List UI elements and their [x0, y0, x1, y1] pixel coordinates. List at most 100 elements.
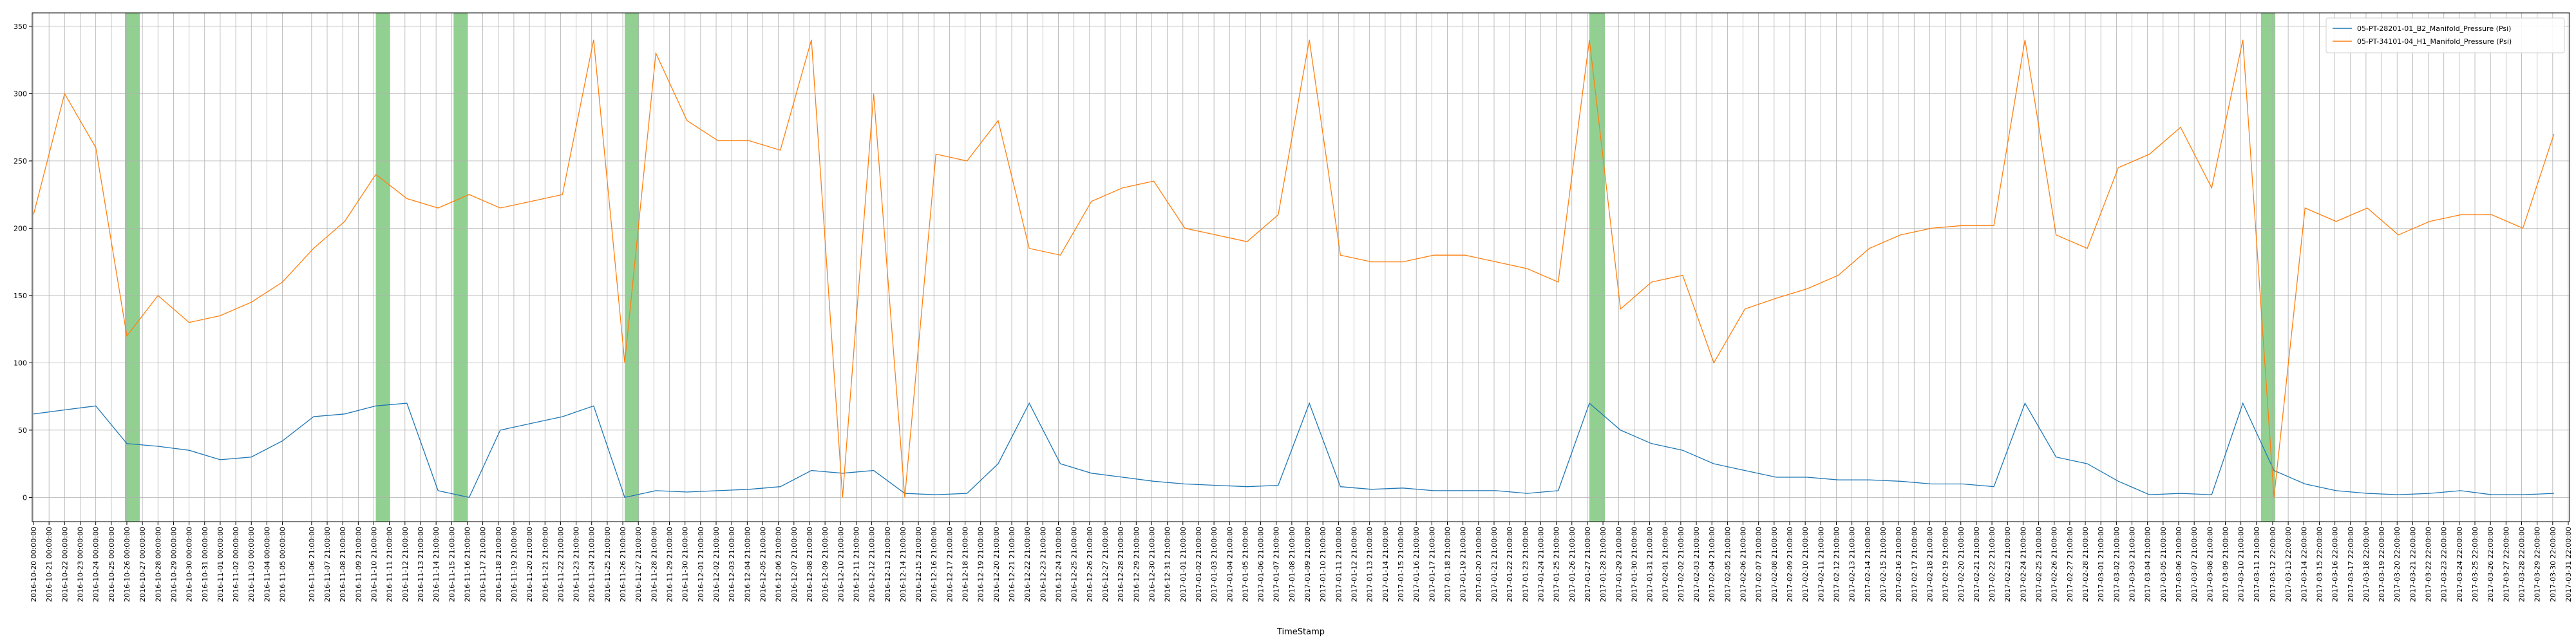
x-tick-label: 2017-03-10 21:00:00	[2237, 527, 2246, 602]
x-tick-label: 2016-12-26 21:00:00	[1086, 527, 1094, 602]
x-tick-label: 2017-01-02 21:00:00	[1195, 527, 1203, 602]
x-tick-label: 2017-03-09 21:00:00	[2221, 527, 2230, 602]
x-tick-label: 2016-11-12 21:00:00	[401, 527, 410, 602]
x-tick-label: 2016-12-16 21:00:00	[930, 527, 938, 602]
x-tick-label: 2017-01-21 21:00:00	[1490, 527, 1499, 602]
x-tick-label: 2017-03-07 21:00:00	[2190, 527, 2199, 602]
x-tick-label: 2017-03-01 21:00:00	[2097, 527, 2105, 602]
x-tick-label: 2016-10-20 00:00:00	[30, 527, 38, 602]
x-tick-label: 2016-12-27 21:00:00	[1101, 527, 1110, 602]
x-tick-label: 2017-01-14 21:00:00	[1381, 527, 1390, 602]
x-tick-label: 2017-03-27 22:00:00	[2502, 527, 2510, 602]
x-tick-label: 2016-12-02 21:00:00	[712, 527, 721, 602]
x-tick-label: 2017-03-13 22:00:00	[2284, 527, 2293, 602]
x-tick-label: 2016-10-21 00:00:00	[45, 527, 53, 602]
x-tick-label: 2016-12-04 21:00:00	[743, 527, 752, 602]
x-tick-label: 2017-01-24 21:00:00	[1537, 527, 1545, 602]
x-tick-label: 2016-12-10 21:00:00	[837, 527, 845, 602]
x-tick-label: 2017-02-13 21:00:00	[1848, 527, 1857, 602]
x-tick-label: 2017-03-16 22:00:00	[2331, 527, 2340, 602]
x-tick-label: 2016-11-01 00:00:00	[216, 527, 225, 602]
highlight-span	[124, 13, 140, 522]
x-tick-label: 2016-11-29 21:00:00	[666, 527, 674, 602]
x-tick-label: 2017-03-03 21:00:00	[2128, 527, 2137, 602]
legend-label: 05-PT-28201-01_B2_Manifold_Pressure (Psi…	[2357, 24, 2511, 33]
x-tick-label: 2017-02-11 21:00:00	[1817, 527, 1825, 602]
x-tick-label: 2017-03-02 21:00:00	[2112, 527, 2121, 602]
x-tick-label: 2017-01-07 21:00:00	[1273, 527, 1281, 602]
plot-frame	[32, 12, 2570, 522]
x-tick-label: 2016-11-15 21:00:00	[448, 527, 456, 602]
highlight-span	[625, 13, 639, 522]
x-tick-label: 2016-11-17 21:00:00	[479, 527, 488, 602]
x-tick-label: 2016-11-07 21:00:00	[323, 527, 332, 602]
x-tick-label: 2017-03-30 22:00:00	[2549, 527, 2557, 602]
x-tick-label: 2017-01-25 21:00:00	[1553, 527, 1561, 602]
x-tick-label: 2017-03-04 21:00:00	[2144, 527, 2152, 602]
x-tick-label: 2017-03-26 22:00:00	[2486, 527, 2495, 602]
x-tick-label: 2016-11-18 21:00:00	[495, 527, 503, 602]
x-tick-label: 2016-11-08 21:00:00	[339, 527, 347, 602]
x-tick-label: 2016-11-19 21:00:00	[510, 527, 518, 602]
x-tick-label: 2016-10-28 00:00:00	[154, 527, 162, 602]
x-tick-label: 2017-01-20 21:00:00	[1475, 527, 1483, 602]
x-tick-label: 2017-03-17 22:00:00	[2347, 527, 2355, 602]
x-tick-label: 2017-02-28 21:00:00	[2081, 527, 2090, 602]
x-tick-label: 2017-01-28 21:00:00	[1599, 527, 1607, 602]
x-tick-label: 2017-03-25 22:00:00	[2471, 527, 2479, 602]
x-tick-label: 2017-02-21 21:00:00	[1973, 527, 1981, 602]
x-tick-label: 2017-01-16 21:00:00	[1412, 527, 1421, 602]
x-tick-label: 2017-01-17 21:00:00	[1428, 527, 1436, 602]
x-tick-label: 2017-01-10 21:00:00	[1319, 527, 1327, 602]
x-tick-label: 2016-10-25 00:00:00	[108, 527, 116, 602]
x-tick-label: 2017-03-05 21:00:00	[2159, 527, 2168, 602]
x-tick-label: 2017-01-31 21:00:00	[1646, 527, 1654, 602]
x-tick-label: 2017-02-22 21:00:00	[1988, 527, 1996, 602]
x-tick-label: 2017-02-20 21:00:00	[1957, 527, 1965, 602]
legend-label: 05-PT-34101-04_H1_Manifold_Pressure (Psi…	[2357, 37, 2512, 46]
x-tick-label: 2016-11-28 21:00:00	[650, 527, 658, 602]
x-tick-label: 2017-03-06 21:00:00	[2175, 527, 2183, 602]
y-tick-label: 250	[14, 157, 27, 166]
x-tick-label: 2016-12-07 21:00:00	[790, 527, 799, 602]
x-tick-label: 2017-02-17 21:00:00	[1910, 527, 1918, 602]
highlight-span	[453, 13, 468, 522]
x-tick-label: 2017-02-04 21:00:00	[1708, 527, 1716, 602]
x-tick-label: 2017-03-19 22:00:00	[2378, 527, 2386, 602]
x-tick-label: 2017-02-05 21:00:00	[1723, 527, 1732, 602]
x-tick-label: 2017-02-12 21:00:00	[1832, 527, 1841, 602]
x-tick-label: 2017-02-25 21:00:00	[2035, 527, 2043, 602]
x-tick-label: 2017-03-23 22:00:00	[2440, 527, 2448, 602]
x-tick-label: 2017-02-24 21:00:00	[2019, 527, 2027, 602]
x-tick-label: 2017-03-31 22:00:00	[2564, 527, 2573, 602]
x-tick-label: 2017-03-22 22:00:00	[2425, 527, 2433, 602]
x-tick-label: 2017-01-29 21:00:00	[1615, 527, 1623, 602]
x-tick-label: 2017-02-03 21:00:00	[1692, 527, 1701, 602]
x-tick-label: 2016-11-09 21:00:00	[354, 527, 363, 602]
x-tick-label: 2017-03-29 22:00:00	[2533, 527, 2542, 602]
x-tick-label: 2017-03-12 22:00:00	[2269, 527, 2277, 602]
x-tick-label: 2016-11-04 00:00:00	[263, 527, 271, 602]
x-tick-label: 2017-02-08 21:00:00	[1770, 527, 1779, 602]
x-tick-label: 2016-12-13 21:00:00	[884, 527, 892, 602]
x-tick-label: 2017-03-21 22:00:00	[2409, 527, 2417, 602]
x-tick-label: 2017-02-19 21:00:00	[1942, 527, 1950, 602]
x-tick-label: 2017-01-05 21:00:00	[1241, 527, 1249, 602]
x-tick-label: 2016-11-05 00:00:00	[279, 527, 287, 602]
x-tick-label: 2017-01-18 21:00:00	[1444, 527, 1452, 602]
x-tick-label: 2017-03-28 22:00:00	[2518, 527, 2526, 602]
x-tick-label: 2016-12-11 21:00:00	[852, 527, 860, 602]
x-tick-label: 2017-01-30 21:00:00	[1630, 527, 1638, 602]
x-tick-label: 2017-03-20 22:00:00	[2393, 527, 2401, 602]
x-tick-label: 2016-11-11 21:00:00	[386, 527, 394, 602]
x-tick-label: 2017-02-14 21:00:00	[1864, 527, 1872, 602]
x-tick-label: 2017-01-01 21:00:00	[1179, 527, 1188, 602]
x-tick-label: 2016-11-21 21:00:00	[541, 527, 549, 602]
x-tick-label: 2016-10-29 00:00:00	[169, 527, 178, 602]
x-tick-label: 2016-10-26 00:00:00	[123, 527, 131, 602]
x-tick-label: 2016-11-10 21:00:00	[370, 527, 379, 602]
x-tick-label: 2016-12-22 21:00:00	[1023, 527, 1032, 602]
x-tick-label: 2016-12-25 21:00:00	[1070, 527, 1079, 602]
x-tick-label: 2016-12-19 21:00:00	[977, 527, 985, 602]
